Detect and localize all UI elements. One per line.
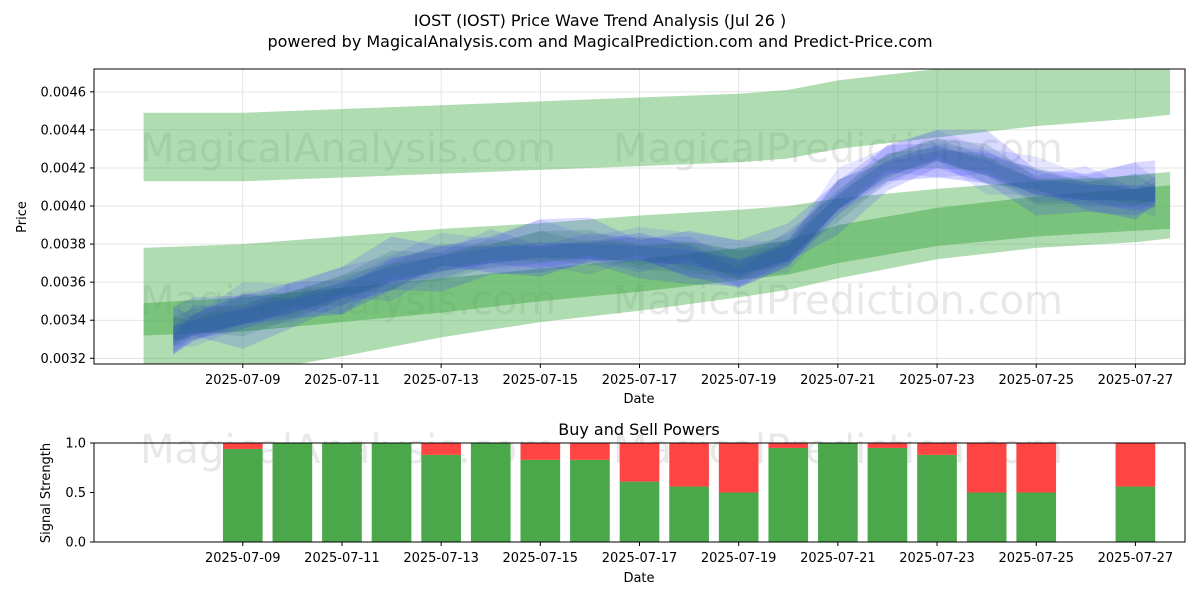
price-y-axis: 0.0032 0.0034 0.0036 0.0038 0.0040 0.0042 0.00… (41, 85, 94, 367)
watermark-text: MagicalPrediction.com (613, 126, 1063, 172)
y-tick-label: 0.0034 (41, 314, 87, 329)
sell-bar (669, 443, 709, 487)
y-tick-label: 0.5 (65, 486, 86, 501)
watermark-text: MagicalAnalysis.com (140, 126, 556, 172)
forecast-bands (143, 69, 1171, 364)
sell-bar (867, 443, 908, 448)
sell-bar (619, 443, 660, 482)
buy-bar (1016, 492, 1057, 542)
sell-bar (1016, 443, 1057, 493)
x-tick-label: 2025-07-19 (701, 373, 777, 388)
y-tick-label: 0.0044 (41, 123, 87, 138)
sell-bar (917, 443, 957, 455)
x-tick-label: 2025-07-27 (1098, 373, 1174, 388)
buy-bar (421, 454, 461, 542)
signal-bars (222, 443, 1156, 542)
x-tick-label: 2025-07-11 (304, 551, 380, 566)
y-tick-label: 0.0046 (41, 85, 87, 100)
y-tick-label: 0.0032 (41, 352, 87, 367)
forecast-band (143, 185, 1171, 336)
price-wave-core (173, 147, 1156, 347)
buy-bar (520, 459, 561, 542)
x-tick-label: 2025-07-23 (899, 373, 975, 388)
x-tick-label: 2025-07-19 (701, 551, 777, 566)
x-tick-label: 2025-07-25 (998, 551, 1074, 566)
y-tick-label: 0.0 (65, 536, 86, 551)
buy-bar (966, 492, 1007, 542)
buy-bar (867, 447, 908, 542)
buy-bar (619, 481, 660, 542)
sell-bar (966, 443, 1007, 493)
x-tick-label: 2025-07-09 (205, 551, 281, 566)
x-tick-label: 2025-07-15 (503, 551, 579, 566)
sell-bar (421, 443, 461, 455)
sell-bar (718, 443, 759, 493)
chart-subtitle: powered by MagicalAnalysis.com and Magic… (267, 32, 932, 51)
buy-bar (768, 447, 809, 542)
buy-bar (1115, 486, 1156, 542)
sell-bar (222, 443, 263, 449)
buy-bar (322, 443, 362, 542)
sell-bar (768, 443, 809, 448)
signal-y-axis-label: Signal Strength (39, 443, 54, 543)
buy-bar (570, 459, 610, 542)
sell-bar (520, 443, 561, 460)
forecast-band (143, 69, 1171, 182)
x-tick-label: 2025-07-17 (602, 551, 678, 566)
y-tick-label: 0.0042 (41, 161, 87, 176)
price-wave-ribbon (173, 129, 1156, 353)
x-tick-label: 2025-07-25 (998, 373, 1074, 388)
buy-bar (917, 454, 957, 542)
signal-plot: MagicalAnalysis.com MagicalPrediction.co… (39, 420, 1186, 586)
chart-title: IOST (IOST) Price Wave Trend Analysis (J… (414, 11, 786, 30)
buy-bar (818, 443, 858, 542)
price-x-axis-label: Date (623, 392, 654, 407)
sell-bar (570, 443, 610, 460)
buy-bar (222, 448, 263, 542)
x-tick-label: 2025-07-21 (800, 373, 876, 388)
x-tick-label: 2025-07-09 (205, 373, 281, 388)
x-tick-label: 2025-07-17 (602, 373, 678, 388)
buy-bar (272, 443, 313, 542)
price-y-axis-label: Price (15, 201, 30, 233)
buy-bar (470, 443, 511, 542)
price-wave-ribbon (173, 143, 1156, 355)
x-tick-label: 2025-07-15 (503, 373, 579, 388)
signal-x-axis-label: Date (623, 571, 654, 586)
price-wave-ribbon (173, 150, 1156, 355)
x-tick-label: 2025-07-23 (899, 551, 975, 566)
price-waves (173, 129, 1156, 355)
y-tick-label: 0.0038 (41, 238, 87, 253)
x-tick-label: 2025-07-11 (304, 373, 380, 388)
y-tick-label: 1.0 (65, 437, 86, 452)
price-wave-core (173, 138, 1156, 345)
y-tick-label: 0.0040 (41, 200, 87, 215)
buy-bar (669, 486, 709, 542)
x-tick-label: 2025-07-13 (403, 551, 479, 566)
price-plot: MagicalAnalysis.com MagicalPrediction.co… (15, 68, 1186, 407)
signal-plot-title: Buy and Sell Powers (558, 420, 720, 439)
x-tick-label: 2025-07-21 (800, 551, 876, 566)
y-tick-label: 0.0036 (41, 276, 87, 291)
price-wave-ribbon (173, 129, 1156, 347)
signal-x-axis: 2025-07-09 2025-07-11 2025-07-13 2025-07-15… (205, 542, 1173, 566)
sell-bar (1115, 443, 1156, 487)
buy-bar (371, 443, 412, 542)
signal-y-axis: 0.0 0.5 1.0 (65, 437, 94, 551)
price-x-axis: 2025-07-09 2025-07-11 2025-07-13 2025-07-15… (205, 364, 1173, 388)
x-tick-label: 2025-07-13 (403, 373, 479, 388)
buy-bar (718, 492, 759, 542)
x-tick-label: 2025-07-27 (1098, 551, 1174, 566)
